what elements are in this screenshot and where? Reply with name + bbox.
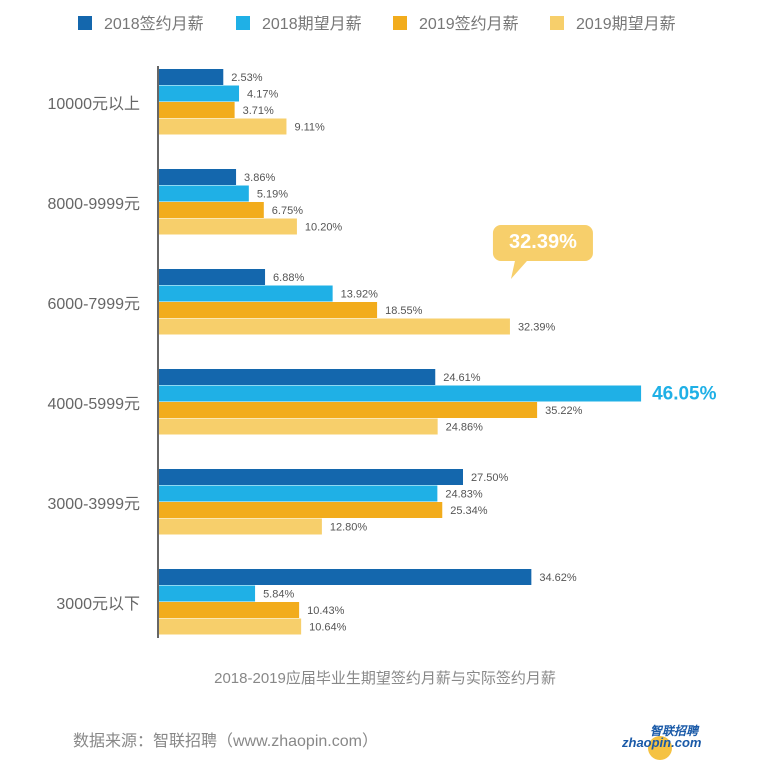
bar (159, 202, 264, 218)
callout-label: 32.39% (509, 231, 577, 253)
bar (159, 185, 249, 202)
data-label: 12.80% (330, 522, 368, 534)
chart-title: 2018-2019应届毕业生期望签约月薪与实际签约月薪 (214, 670, 556, 687)
legend-swatch (236, 16, 250, 30)
bar (159, 602, 300, 618)
data-label: 5.19% (257, 189, 288, 201)
callout-bubble (492, 225, 593, 279)
bar (159, 385, 642, 402)
bar (159, 69, 224, 85)
bar (159, 402, 538, 418)
bar (159, 418, 438, 435)
legend-label: 2019期望月薪 (576, 15, 676, 33)
zhaopin-logo: 智联招聘 zhaopin.com (620, 722, 702, 762)
bar (159, 302, 378, 318)
bar (159, 118, 287, 135)
bar (159, 102, 235, 118)
bar (159, 585, 256, 602)
data-label: 10.43% (307, 605, 345, 617)
data-label: 3.86% (244, 172, 275, 184)
legend-label: 2018期望月薪 (262, 15, 362, 33)
bar (159, 218, 297, 235)
bar (159, 318, 510, 335)
bar (159, 469, 463, 485)
category-label: 8000-9999元 (47, 196, 140, 213)
bar (159, 269, 266, 285)
legend-swatch (393, 16, 407, 30)
data-label: 34.62% (539, 572, 577, 584)
data-label: 6.75% (272, 205, 303, 217)
category-label: 10000元以上 (48, 95, 141, 113)
data-label: 32.39% (518, 322, 556, 334)
logo-en: zhaopin.com (622, 735, 702, 750)
bar (159, 485, 438, 502)
data-label: 24.61% (443, 372, 481, 384)
legend-label: 2018签约月薪 (104, 15, 204, 33)
bar (159, 285, 333, 302)
category-label: 6000-7999元 (47, 296, 140, 313)
highlight-label: 46.05% (652, 384, 717, 405)
data-label: 3.71% (243, 105, 274, 117)
data-label: 2.53% (231, 72, 262, 84)
bar (159, 518, 322, 535)
bar (159, 569, 532, 585)
data-label: 18.55% (385, 305, 423, 317)
logo-cn: 智联招聘 (650, 724, 699, 738)
category-label: 4000-5999元 (47, 396, 140, 413)
bar (159, 85, 240, 102)
legend-label: 2019签约月薪 (419, 15, 519, 33)
data-label: 9.11% (294, 122, 325, 134)
bar (159, 502, 443, 518)
data-label: 24.86% (446, 422, 484, 434)
bar (159, 369, 436, 385)
data-label: 13.92% (341, 289, 379, 301)
category-label: 3000元以下 (56, 596, 140, 613)
bar (159, 169, 237, 185)
bar (159, 618, 302, 635)
legend-swatch (78, 16, 92, 30)
data-source: 数据来源：智联招聘（www.zhaopin.com） (73, 733, 378, 750)
data-label: 35.22% (545, 405, 583, 417)
data-label: 10.20% (305, 222, 343, 234)
legend-swatch (550, 16, 564, 30)
data-label: 6.88% (273, 272, 304, 284)
category-label: 3000-3999元 (47, 496, 140, 513)
data-label: 4.17% (247, 89, 278, 101)
data-label: 5.84% (263, 589, 294, 601)
data-label: 24.83% (445, 489, 483, 501)
data-label: 27.50% (471, 472, 509, 484)
data-label: 10.64% (309, 622, 347, 634)
data-label: 25.34% (450, 505, 488, 517)
